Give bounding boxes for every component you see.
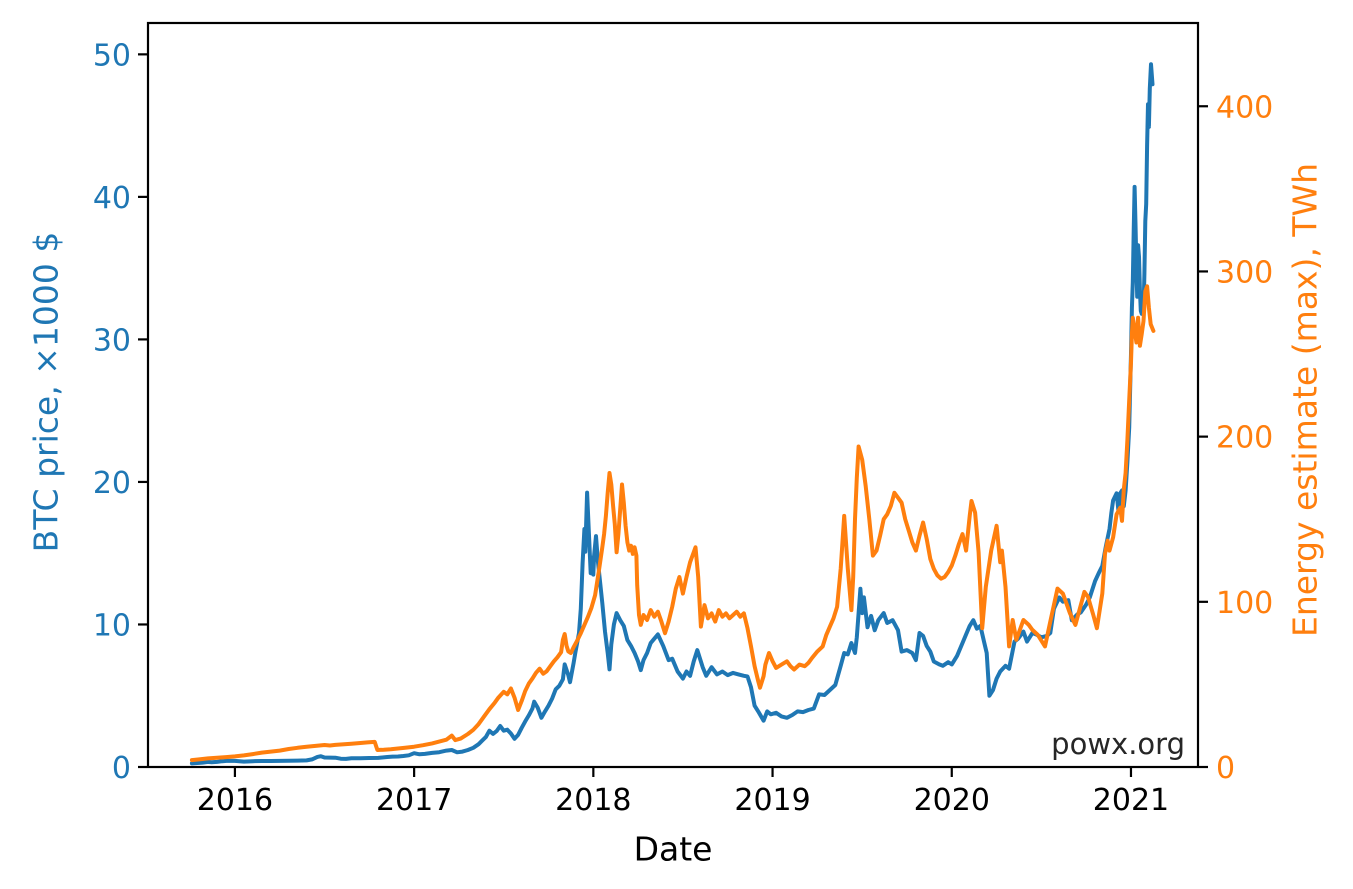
axis-tick-marks [138, 53, 1208, 777]
right-axis-title: Energy estimate (max), TWh [1285, 162, 1325, 638]
tick-label: 2016 [197, 783, 273, 818]
tick-label: 2017 [376, 783, 452, 818]
data-series-group [189, 62, 1156, 766]
tick-label: 100 [1216, 586, 1273, 621]
tick-label: 10 [93, 608, 131, 643]
tick-label: 300 [1216, 255, 1273, 290]
tick-label: 0 [112, 751, 131, 786]
watermark-text: powx.org [1051, 727, 1185, 761]
tick-label: 0 [1216, 751, 1235, 786]
tick-label: 20 [93, 466, 131, 501]
tick-label: 50 [93, 38, 131, 73]
tick-label: 2019 [734, 783, 810, 818]
tick-label: 2018 [555, 783, 631, 818]
tick-label: 30 [93, 323, 131, 358]
x-axis-title: Date [633, 829, 713, 869]
tick-label: 40 [93, 181, 131, 216]
right-axis-tick-labels: 0 100 200 300 400 [1216, 90, 1273, 786]
tick-label: 200 [1216, 421, 1273, 456]
energy-estimate-line [189, 284, 1156, 763]
btc-price-line [189, 62, 1155, 766]
left-axis-tick-labels: 0 10 20 30 40 50 [93, 38, 131, 786]
left-axis-title: BTC price, ×1000 $ [26, 231, 66, 553]
tick-label: 2020 [914, 783, 990, 818]
tick-label: 400 [1216, 90, 1273, 125]
x-axis-tick-labels: 2016 2017 2018 2019 2020 2021 [197, 783, 1169, 818]
tick-label: 2021 [1093, 783, 1169, 818]
plot-border [146, 21, 1200, 769]
